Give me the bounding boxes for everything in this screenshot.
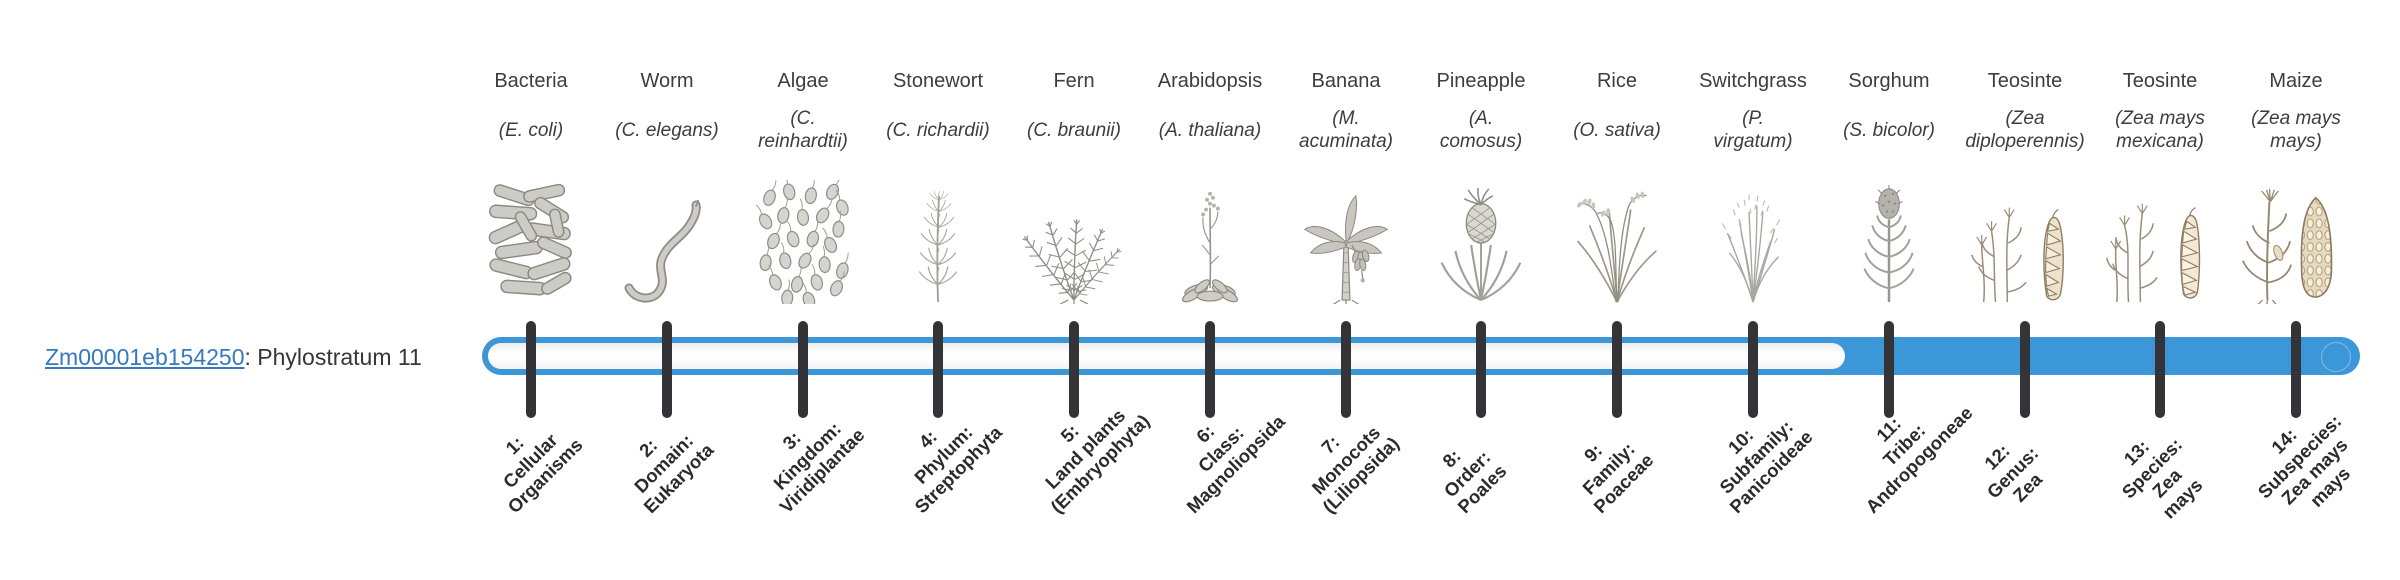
- column-worm: Worm (C. elegans) 2: Domain: Eukaryota: [592, 0, 742, 580]
- fern-icon: [999, 166, 1149, 304]
- organism-scientific-name: (Zea mays mays): [2251, 108, 2341, 152]
- timeline-tick: [933, 321, 943, 418]
- timeline-tick: [662, 321, 672, 418]
- organism-scientific-name: (C. braunii): [1027, 119, 1121, 141]
- organism-name: Teosinte: [1987, 70, 2063, 92]
- column-stonewort: Stonewort (C. richardii) 4: Phylum: Stre…: [863, 0, 1013, 580]
- teosinte-mexicana-icon: [2085, 166, 2235, 304]
- organism-scientific-name: (E. coli): [498, 119, 564, 141]
- clade-label: 5: Land plants (Embryophyta): [1040, 404, 1154, 518]
- arabidopsis-icon: [1135, 166, 1285, 304]
- organism-name: Teosinte: [2122, 70, 2198, 92]
- organism-name: Sorghum: [1848, 70, 1930, 92]
- column-pineapple: Pineapple (A. comosus) 8: O: [1406, 0, 1556, 580]
- sorghum-icon: [1814, 166, 1964, 304]
- timeline-tick: [798, 321, 808, 418]
- column-algae: Algae (C. reinhardtii) 3:: [728, 0, 878, 580]
- organism-scientific-name: (P. virgatum): [1713, 108, 1793, 152]
- timeline-tick: [1748, 321, 1758, 418]
- clade-label: 9: Family: Poaceae: [1577, 437, 1658, 518]
- clade-label: 7: Monocots (Liliopsida): [1307, 421, 1404, 518]
- column-arabidopsis: Arabidopsis (A. thaliana): [1135, 0, 1289, 580]
- organism-scientific-name: (M. acuminata): [1299, 108, 1393, 152]
- gene-label: Zm00001eb154250: Phylostratum 11: [45, 340, 422, 374]
- rice-icon: [1542, 166, 1692, 304]
- clade-label: 10: Subfamily: Panicoideae: [1714, 415, 1817, 518]
- organism-name: Fern: [1053, 70, 1095, 92]
- organism-name: Algae: [777, 70, 829, 92]
- timeline-tick: [1612, 321, 1622, 418]
- column-bacteria: Bacteria (E. coli) 1: Cellular Organi: [456, 0, 606, 580]
- organism-name: Banana: [1311, 70, 1381, 92]
- organism-scientific-name: (C. richardii): [886, 119, 990, 141]
- column-teosinte-mexicana: Teosinte (Zea mays mexicana): [2085, 0, 2235, 580]
- organism-name: Rice: [1596, 70, 1637, 92]
- gene-phylostratum-text: : Phylostratum 11: [244, 344, 422, 370]
- column-rice: Rice (O. sativa): [1542, 0, 1692, 580]
- stonewort-icon: [863, 166, 1013, 304]
- column-fern: Fern (C. braunii) 5: Land plants (Embryo…: [999, 0, 1154, 580]
- worm-icon: [592, 166, 742, 318]
- organism-scientific-name: (Zea mays mexicana): [2115, 108, 2205, 152]
- organism-scientific-name: (A. comosus): [1439, 108, 1523, 152]
- pineapple-icon: [1406, 166, 1556, 304]
- column-switchgrass: Switchgrass (P. virgatum) 10: Subfamily:…: [1678, 0, 1828, 580]
- column-teosinte-diploperennis: Teosinte (Zea diploperennis): [1950, 0, 2100, 580]
- timeline-tick: [2291, 321, 2301, 418]
- timeline-tick: [526, 321, 536, 418]
- clade-label: 3: Kingdom: Viridiplantae: [768, 417, 869, 518]
- organism-name: Bacteria: [494, 70, 568, 92]
- clade-label: 13: Species: Zea mays: [2117, 433, 2207, 523]
- clade-label: 6: Class: Magnoliopsida: [1182, 410, 1289, 518]
- organism-name: Maize: [2269, 70, 2323, 92]
- gene-id-link[interactable]: Zm00001eb154250: [45, 344, 245, 370]
- clade-label: 1: Cellular Organisms: [498, 429, 587, 518]
- maize-icon: [2221, 166, 2371, 304]
- switchgrass-icon: [1678, 166, 1828, 304]
- clade-label: 2: Domain: Eukaryota: [629, 429, 718, 518]
- timeline-tick: [1205, 321, 1215, 418]
- bar-cap-highlight: [2321, 342, 2351, 372]
- timeline-tick: [2020, 321, 2030, 418]
- timeline-tick: [1476, 321, 1486, 418]
- timeline-tick: [1069, 321, 1079, 418]
- organism-scientific-name: (A. thaliana): [1158, 119, 1262, 141]
- clade-label: 4: Phylum: Streptophyta: [909, 421, 1006, 518]
- column-banana: Banana (M. acuminata): [1271, 0, 1421, 580]
- bacteria-icon: [456, 166, 606, 304]
- organism-scientific-name: (C. reinhardtii): [758, 108, 848, 152]
- organism-name: Pineapple: [1436, 70, 1526, 92]
- column-maize: Maize (Zea mays mays) 14: S: [2221, 0, 2371, 580]
- banana-icon: [1271, 166, 1421, 304]
- clade-label: 14: Subspecies: Zea mays mays: [2253, 410, 2354, 511]
- clade-label: 12: Genus: Zea: [1980, 440, 2047, 506]
- organism-name: Stonewort: [892, 70, 984, 92]
- timeline-tick: [1884, 321, 1894, 418]
- timeline-tick: [2155, 321, 2165, 418]
- clade-label: 8: Order: Poales: [1438, 445, 1511, 518]
- organism-scientific-name: (Zea diploperennis): [1965, 108, 2085, 152]
- organism-scientific-name: (C. elegans): [615, 119, 719, 141]
- organism-scientific-name: (O. sativa): [1573, 119, 1661, 141]
- algae-icon: [728, 166, 878, 304]
- organism-scientific-name: (S. bicolor): [1843, 119, 1935, 141]
- teosinte-diploperennis-icon: [1950, 166, 2100, 304]
- organism-name: Arabidopsis: [1157, 70, 1263, 92]
- organism-name: Worm: [640, 70, 694, 92]
- column-sorghum: Sorghum (S. bicolor) 11: Tribe: Andropog…: [1814, 0, 1976, 580]
- timeline-tick: [1341, 321, 1351, 418]
- organism-name: Switchgrass: [1699, 70, 1807, 92]
